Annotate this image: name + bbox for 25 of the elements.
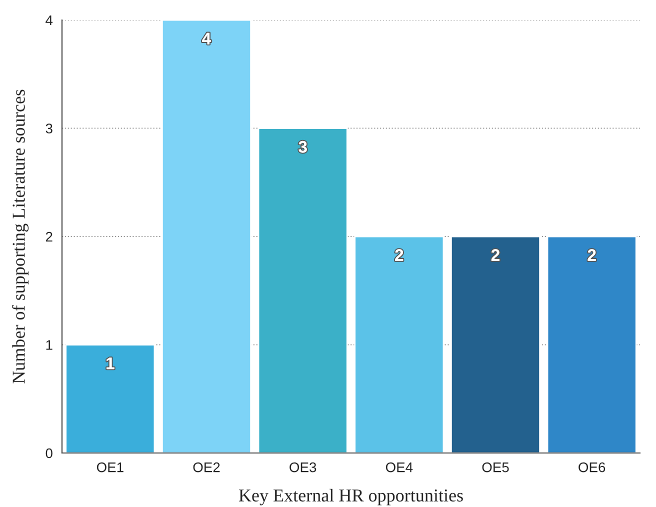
bar [65, 344, 156, 453]
bar [354, 236, 444, 453]
data-label: 1 [106, 358, 114, 370]
y-tick-label: 0 [46, 448, 52, 458]
y-tick-label: 2 [46, 232, 52, 242]
x-tick-label: OE3 [290, 462, 316, 472]
x-tick-label: OE6 [578, 462, 606, 472]
data-label: 2 [491, 249, 500, 261]
y-tick-label: 3 [46, 124, 52, 134]
bar [161, 20, 252, 453]
x-tick-label: OE1 [96, 462, 124, 472]
data-label: 3 [298, 140, 307, 153]
x-tick-label: OE5 [482, 462, 509, 472]
bar [258, 128, 348, 453]
x-axis-title: Key External HR opportunities [238, 488, 463, 506]
data-label: 2 [395, 249, 404, 261]
x-tick-label: OE4 [386, 462, 413, 472]
y-tick-label: 1 [46, 340, 52, 350]
y-axis-title: Number of supporting Literature sources [12, 90, 29, 384]
y-tick-label: 4 [46, 15, 53, 26]
x-tick-label: OE2 [193, 462, 220, 472]
bar [450, 236, 541, 453]
data-label: 2 [588, 249, 596, 261]
data-label: 4 [202, 32, 212, 44]
bar [546, 236, 637, 453]
